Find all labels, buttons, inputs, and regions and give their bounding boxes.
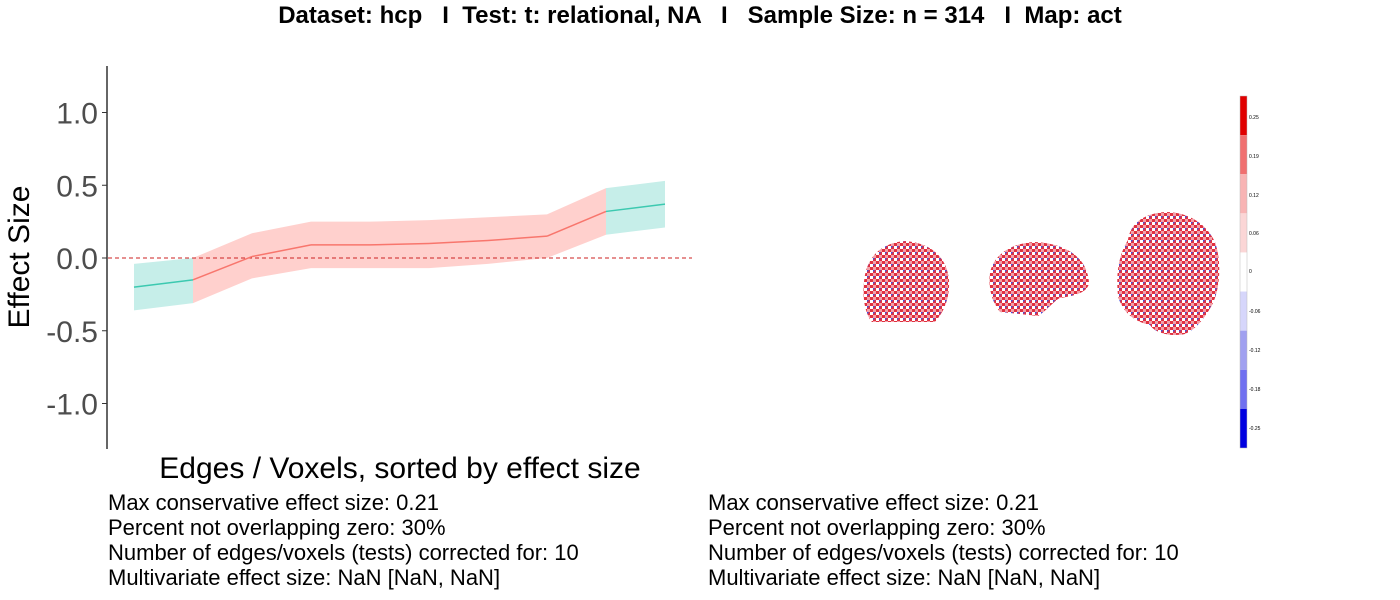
y-tick-label: 0.5 bbox=[56, 170, 98, 203]
colorbar-cell bbox=[1240, 408, 1247, 448]
effect-line-segment bbox=[605, 203, 666, 213]
stat-percent-not-overlapping: Percent not overlapping zero: 30% bbox=[108, 515, 446, 540]
y-tick-label: -1.0 bbox=[46, 389, 98, 422]
colorbar-cell bbox=[1240, 291, 1247, 331]
stat-tests-corrected: Number of edges/voxels (tests) corrected… bbox=[708, 540, 1179, 565]
colorbar-tick-label: 0.06 bbox=[1249, 231, 1259, 237]
colorbar-cell bbox=[1240, 369, 1247, 409]
y-tick-label: 1.0 bbox=[56, 98, 98, 131]
colorbar-cell bbox=[1240, 135, 1247, 175]
y-tick-label: -0.5 bbox=[46, 316, 98, 349]
stats-right: Max conservative effect size: 0.21 Perce… bbox=[708, 490, 1179, 590]
colorbar-cell bbox=[1240, 330, 1247, 370]
colorbar-cell bbox=[1240, 213, 1247, 253]
stat-tests-corrected: Number of edges/voxels (tests) corrected… bbox=[108, 540, 579, 565]
colorbar-border bbox=[1239, 95, 1248, 449]
y-tick-label: 0.0 bbox=[56, 243, 98, 276]
colorbar-cells bbox=[1239, 95, 1248, 449]
brain-sagittal-view bbox=[989, 242, 1089, 316]
colorbar-labels: 0.25 0.19 0.12 0.06 0 -0.06 -0.12 -0.18 -0.25 bbox=[1249, 115, 1261, 432]
colorbar-tick-label: 0.19 bbox=[1249, 154, 1259, 160]
colorbar-cell bbox=[1240, 252, 1247, 292]
x-axis-label: Edges / Voxels, sorted by effect size bbox=[159, 452, 641, 485]
stat-multivariate: Multivariate effect size: NaN [NaN, NaN] bbox=[708, 565, 1101, 590]
effect-lines bbox=[133, 203, 666, 288]
colorbar-tick-label: -0.06 bbox=[1249, 309, 1261, 315]
brain-coronal-view bbox=[1117, 212, 1220, 335]
colorbar-tick-label: 0.12 bbox=[1249, 193, 1259, 199]
stat-max-conservative: Max conservative effect size: 0.21 bbox=[708, 490, 1039, 515]
colorbar-tick-label: -0.12 bbox=[1249, 348, 1261, 354]
effect-line-segment bbox=[251, 244, 312, 258]
figure-title: Dataset: hcp I Test: t: relational, NA I… bbox=[278, 2, 1122, 29]
stat-max-conservative: Max conservative effect size: 0.21 bbox=[108, 490, 439, 515]
stat-percent-not-overlapping: Percent not overlapping zero: 30% bbox=[708, 515, 1046, 540]
colorbar-tick-label: 0 bbox=[1249, 269, 1252, 275]
effect-line-segment bbox=[428, 239, 489, 245]
effect-line-segment bbox=[369, 242, 430, 246]
stat-multivariate: Multivariate effect size: NaN [NaN, NaN] bbox=[108, 565, 501, 590]
y-ticks: 1.0 0.5 0.0 -0.5 -1.0 bbox=[46, 98, 107, 422]
colorbar-tick-label: -0.25 bbox=[1249, 426, 1261, 432]
colorbar-cell bbox=[1240, 96, 1247, 136]
effect-size-chart: 1.0 0.5 0.0 -0.5 -1.0 bbox=[46, 66, 692, 449]
colorbar-cell bbox=[1240, 174, 1247, 214]
colorbar-tick-label: 0.25 bbox=[1249, 115, 1259, 121]
effect-line-segment bbox=[487, 235, 548, 242]
effect-line-segment bbox=[546, 210, 607, 237]
brain-axial-view bbox=[863, 241, 950, 322]
effect-line-segment bbox=[192, 255, 253, 281]
stats-left: Max conservative effect size: 0.21 Perce… bbox=[108, 490, 579, 590]
colorbar-tick-label: -0.18 bbox=[1249, 387, 1261, 393]
effect-line-segment bbox=[133, 279, 194, 288]
